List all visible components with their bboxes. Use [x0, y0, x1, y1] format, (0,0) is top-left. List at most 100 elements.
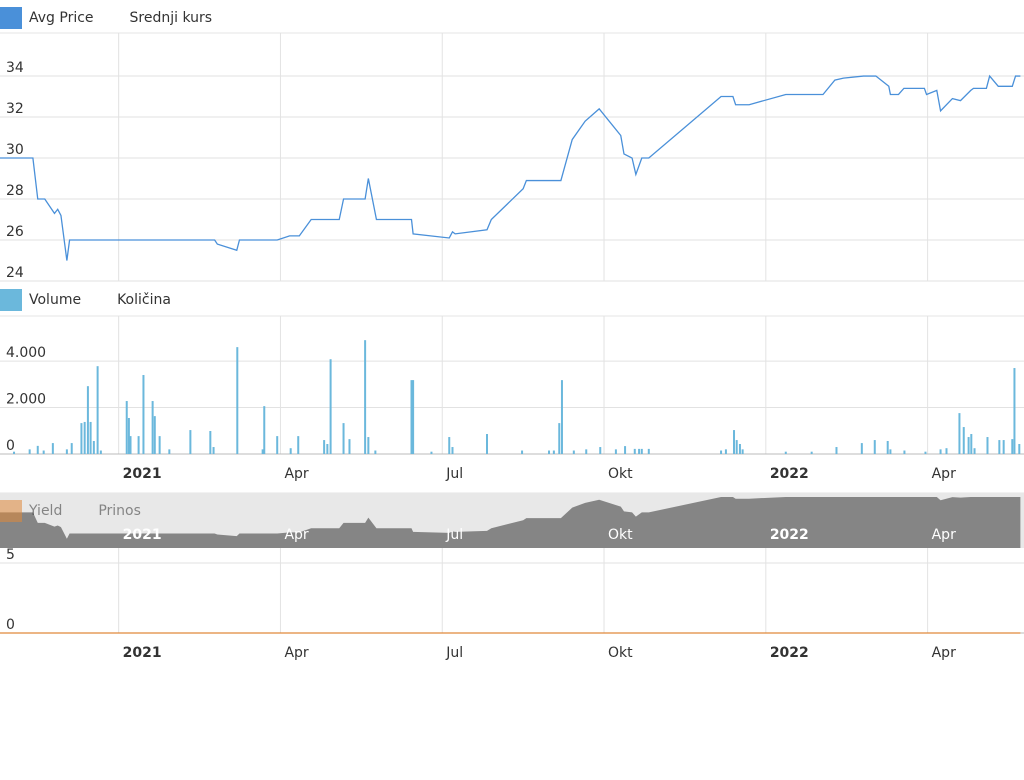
volume-bar — [410, 380, 413, 454]
navigator-label: Okt — [608, 527, 633, 543]
legend-name: Volume — [29, 292, 81, 308]
volume-bar — [151, 401, 154, 454]
volume-bar — [521, 450, 524, 454]
volume-bar — [784, 451, 787, 454]
x-tick-label: Jul — [445, 466, 463, 482]
legend: Yield Prinos — [0, 500, 141, 522]
volume-bar — [36, 445, 39, 454]
volume-bar — [889, 449, 892, 454]
y-tick-label: 2.000 — [6, 392, 46, 408]
volume-bar — [142, 375, 145, 454]
volume-bar — [986, 437, 989, 454]
volume-bar — [903, 450, 906, 454]
volume-bar — [741, 449, 744, 454]
navigator-label: 2022 — [770, 527, 809, 543]
volume-bar — [998, 440, 1001, 454]
volume-bar — [647, 448, 650, 454]
volume-bar — [323, 440, 326, 454]
volume-bar — [873, 440, 876, 454]
y-tick-label: 32 — [6, 101, 24, 117]
volume-bar — [153, 416, 156, 454]
x-tick-label: 2022 — [770, 645, 809, 661]
volume-bar — [970, 434, 973, 454]
price-line — [0, 74, 1021, 261]
volume-bar — [962, 427, 965, 454]
volume-bar — [189, 430, 192, 454]
volume-bar — [967, 437, 970, 454]
y-tick-label: 4.000 — [6, 345, 46, 361]
legend-swatch — [0, 500, 22, 522]
volume-bar — [51, 443, 54, 454]
volume-bar — [430, 451, 433, 454]
y-tick-label: 0 — [6, 617, 15, 633]
volume-bar — [958, 413, 961, 454]
volume-bar — [342, 423, 345, 454]
volume-bar — [724, 449, 727, 454]
volume-bar — [810, 451, 813, 454]
y-tick-label: 28 — [6, 183, 24, 199]
navigator-area — [0, 497, 1021, 548]
volume-bar — [28, 449, 31, 454]
volume-bar — [733, 430, 736, 454]
volume-bar — [367, 437, 370, 454]
volume-bar — [1018, 444, 1021, 454]
volume-bar — [96, 366, 99, 454]
volume-bar — [70, 443, 73, 454]
navigator-label: Apr — [932, 527, 956, 543]
legend-swatch — [0, 289, 22, 311]
x-tick-label: 2021 — [123, 466, 162, 482]
volume-bar — [127, 417, 130, 454]
volume-bar — [158, 436, 161, 454]
volume-bar — [364, 340, 367, 454]
legend-description: Prinos — [98, 503, 141, 519]
volume-bar — [738, 444, 741, 454]
volume-bar — [276, 436, 279, 454]
volume-bar — [92, 440, 95, 454]
volume-bar — [412, 380, 415, 454]
legend: Avg Price Srednji kurs — [0, 7, 212, 29]
volume-bar — [297, 436, 300, 454]
volume-bar — [99, 450, 102, 454]
legend-description: Količina — [117, 292, 171, 308]
volume-bar — [86, 386, 89, 454]
x-tick-label: Apr — [932, 645, 956, 661]
volume-bar — [451, 447, 454, 454]
volume-bar — [209, 431, 212, 454]
volume-bar — [289, 448, 292, 454]
volume-bar — [552, 450, 555, 454]
volume-bar — [261, 449, 264, 454]
volume-bar — [263, 406, 266, 454]
volume-bar — [168, 449, 171, 454]
navigator-label: Jul — [445, 527, 463, 543]
legend: Volume Količina — [0, 289, 171, 311]
navigator-label: 2021 — [123, 527, 162, 543]
volume-bar — [1011, 439, 1014, 454]
legend-name: Avg Price — [29, 10, 94, 26]
volume-bar — [42, 450, 45, 454]
x-tick-label: Apr — [284, 645, 308, 661]
legend-swatch — [0, 7, 22, 29]
volume-bar — [129, 436, 132, 454]
volume-bar — [1002, 440, 1005, 454]
volume-bar — [633, 448, 636, 454]
volume-bar — [137, 436, 140, 454]
volume-bar — [640, 448, 643, 454]
volume-bar — [973, 448, 976, 454]
y-tick-label: 24 — [6, 265, 24, 281]
volume-bar — [65, 449, 68, 454]
volume-bar — [125, 401, 128, 454]
volume-bar — [326, 444, 329, 454]
volume-bar — [886, 440, 889, 454]
x-tick-label: Apr — [932, 466, 956, 482]
volume-bar — [348, 439, 351, 454]
volume-bar — [448, 437, 451, 454]
volume-bar — [558, 423, 561, 454]
y-tick-label: 5 — [6, 547, 15, 563]
volume-bar — [945, 448, 948, 454]
volume-bar — [329, 359, 332, 454]
navigator-label: Apr — [284, 527, 308, 543]
volume-bar — [835, 447, 838, 454]
legend-description: Srednji kurs — [130, 10, 213, 26]
volume-bar — [89, 421, 92, 454]
